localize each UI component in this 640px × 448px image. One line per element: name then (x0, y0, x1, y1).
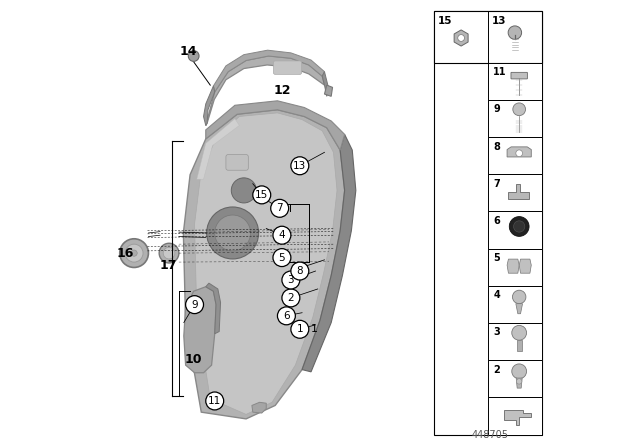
FancyBboxPatch shape (226, 155, 248, 170)
Circle shape (513, 290, 526, 304)
Polygon shape (519, 259, 531, 273)
Polygon shape (252, 402, 266, 413)
Circle shape (206, 392, 224, 410)
Circle shape (291, 320, 309, 338)
Text: 13: 13 (293, 161, 307, 171)
Circle shape (207, 207, 259, 259)
Text: 5: 5 (278, 253, 285, 263)
Polygon shape (508, 185, 529, 198)
Bar (435, 11, 541, 63)
Circle shape (188, 51, 199, 61)
Polygon shape (206, 101, 345, 150)
Text: 13: 13 (492, 16, 506, 26)
Bar (488, 397, 541, 435)
Circle shape (214, 215, 251, 251)
Polygon shape (507, 259, 519, 273)
Text: 2: 2 (493, 365, 500, 375)
Text: 6: 6 (283, 311, 290, 321)
Polygon shape (516, 304, 522, 314)
Polygon shape (204, 86, 215, 125)
Circle shape (291, 157, 309, 175)
Text: 7: 7 (276, 203, 283, 213)
Bar (488, 211, 541, 249)
Polygon shape (507, 147, 531, 157)
Text: 4: 4 (493, 290, 500, 300)
Text: 10: 10 (185, 353, 202, 366)
Bar (488, 174, 541, 211)
Polygon shape (206, 283, 221, 334)
Bar (488, 249, 541, 286)
Circle shape (125, 244, 143, 262)
Polygon shape (197, 119, 239, 179)
Circle shape (273, 249, 291, 267)
Text: 3: 3 (287, 275, 294, 285)
Circle shape (458, 34, 465, 41)
Text: 9: 9 (191, 300, 198, 310)
Text: 2: 2 (287, 293, 294, 303)
Text: 448705: 448705 (472, 430, 508, 440)
Text: 1: 1 (311, 324, 318, 334)
FancyBboxPatch shape (273, 61, 301, 74)
Text: 7: 7 (493, 179, 500, 189)
Text: 15: 15 (255, 190, 268, 200)
Circle shape (512, 325, 527, 340)
Text: 11: 11 (208, 396, 221, 406)
Circle shape (512, 364, 527, 379)
Circle shape (291, 262, 309, 280)
Text: 15: 15 (438, 16, 452, 26)
Circle shape (273, 226, 291, 244)
Text: 12: 12 (273, 84, 291, 97)
Circle shape (231, 178, 257, 203)
Circle shape (509, 216, 529, 237)
Polygon shape (184, 287, 216, 373)
Bar (488, 100, 541, 137)
Bar (488, 360, 541, 397)
Polygon shape (302, 134, 356, 372)
Text: 14: 14 (179, 45, 196, 58)
Polygon shape (504, 410, 531, 425)
Text: 4: 4 (278, 230, 285, 240)
Text: 17: 17 (160, 258, 177, 272)
Circle shape (120, 239, 148, 267)
FancyBboxPatch shape (511, 73, 527, 79)
Circle shape (282, 271, 300, 289)
Circle shape (159, 243, 179, 263)
Text: 8: 8 (493, 142, 500, 151)
Circle shape (508, 26, 522, 39)
Polygon shape (516, 378, 522, 388)
Bar (488, 63, 541, 100)
Polygon shape (517, 340, 522, 351)
Text: 8: 8 (296, 266, 303, 276)
Circle shape (516, 150, 522, 157)
Circle shape (278, 307, 296, 325)
Circle shape (282, 289, 300, 307)
Polygon shape (195, 113, 337, 414)
Polygon shape (324, 85, 333, 96)
Text: 9: 9 (493, 104, 500, 114)
Circle shape (513, 221, 525, 232)
Bar (488, 137, 541, 174)
Circle shape (513, 103, 525, 116)
Circle shape (271, 199, 289, 217)
Polygon shape (454, 30, 468, 46)
Polygon shape (323, 72, 329, 96)
Bar (488, 323, 541, 360)
Polygon shape (206, 56, 324, 125)
Text: 11: 11 (493, 67, 507, 77)
Bar (435, 11, 541, 435)
Polygon shape (213, 50, 324, 92)
Circle shape (131, 250, 137, 256)
Text: 1: 1 (296, 324, 303, 334)
Polygon shape (184, 110, 345, 419)
Bar (488, 286, 541, 323)
Text: 6: 6 (493, 216, 500, 226)
Circle shape (253, 186, 271, 204)
Circle shape (516, 379, 522, 384)
Circle shape (163, 247, 175, 259)
Text: 5: 5 (493, 253, 500, 263)
Circle shape (186, 296, 204, 314)
Text: 16: 16 (116, 246, 134, 260)
Text: 3: 3 (493, 327, 500, 337)
